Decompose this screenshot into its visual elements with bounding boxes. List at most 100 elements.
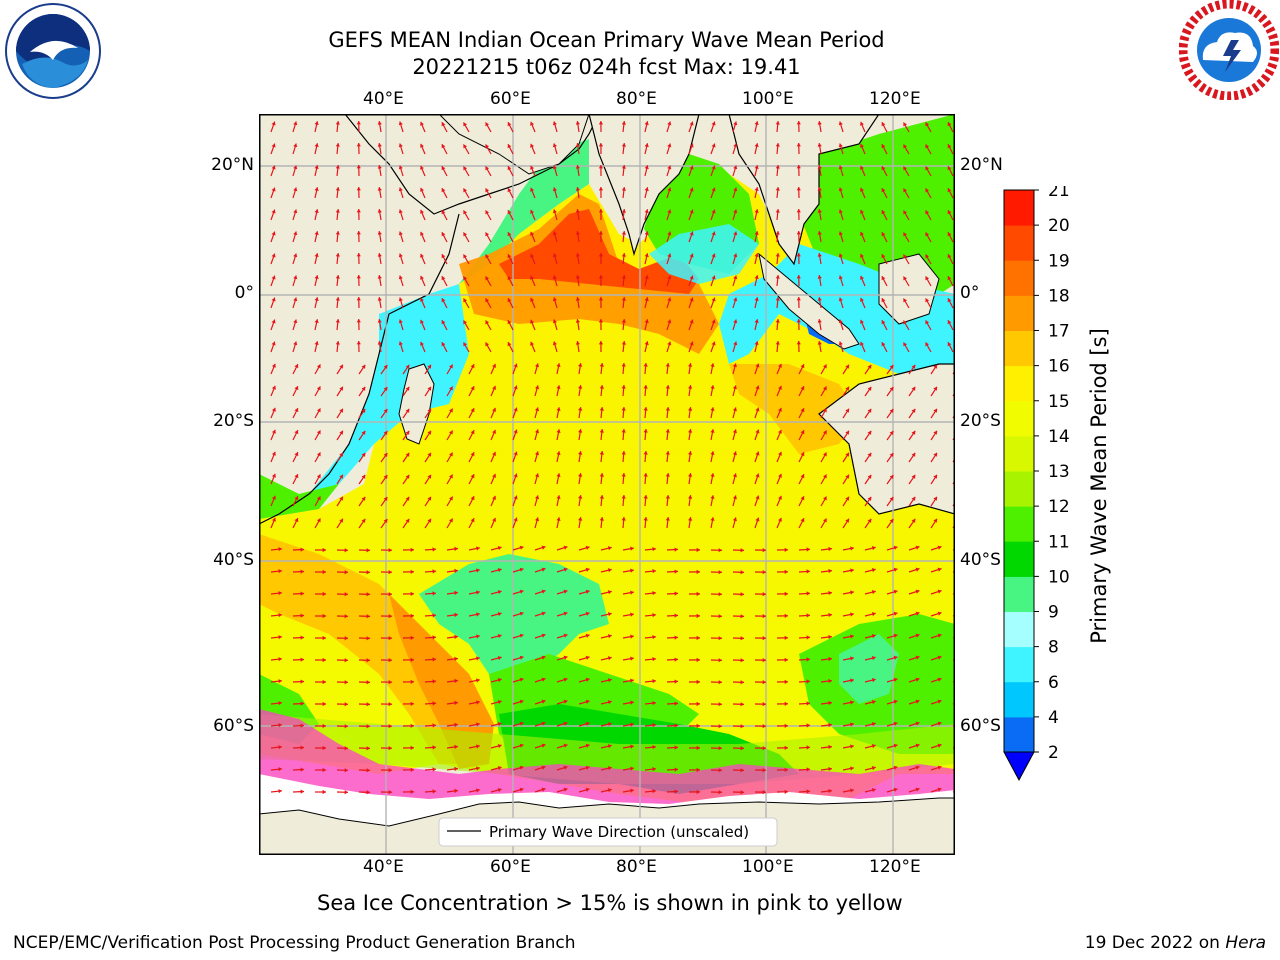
wave-arrowhead-700: [893, 589, 898, 594]
wave-arrowhead-854: [762, 702, 766, 707]
wave-arrowhead-226: [314, 275, 319, 279]
wave-arrowhead-750: [585, 633, 590, 638]
wave-arrowhead-165: [377, 231, 382, 235]
wave-arrowhead-61: [903, 144, 908, 149]
wave-arrowhead-410: [845, 386, 849, 391]
wave-arrowhead-914: [674, 745, 678, 750]
wave-arrowhead-707: [344, 614, 348, 619]
wave-arrowhead-958: [937, 765, 942, 770]
wave-arrowhead-758: [762, 636, 766, 641]
southern-red-swell: [389, 594, 494, 769]
wave-arrowhead-271: [598, 297, 604, 301]
wave-arrowhead-430: [578, 407, 583, 411]
wave-arrowhead-621: [563, 545, 568, 550]
wave-arrowhead-327: [420, 341, 424, 346]
wave-arrowhead-105: [463, 188, 468, 193]
wave-arrowhead-146: [667, 209, 672, 214]
wave-arrowhead-149: [733, 209, 738, 214]
wave-arrowhead-112: [621, 187, 626, 191]
wave-arrowhead-823: [784, 679, 788, 684]
wave-arrowhead-408: [800, 386, 805, 391]
wave-arrowhead-807: [432, 679, 436, 684]
wave-arrowhead-672: [278, 591, 282, 596]
wave-arrowhead-874: [497, 722, 502, 727]
wave-arrowhead-332: [530, 341, 535, 346]
wave-arrowhead-840: [454, 700, 458, 706]
wave-arrowhead-611: [344, 548, 348, 553]
wave-arrowhead-938: [497, 766, 502, 771]
wave-arrowhead-870: [410, 723, 414, 728]
wave-arrowhead-632: [806, 547, 810, 552]
colorbar-label: Primary Wave Mean Period [s]: [1087, 328, 1111, 644]
wave-arrowhead-717: [563, 611, 568, 616]
wave-arrowhead-140: [530, 209, 535, 214]
colorbar-tick-label-3: 8: [1048, 638, 1059, 658]
wave-arrowhead-740: [366, 636, 370, 641]
wave-arrowhead-902: [410, 745, 414, 750]
wave-arrowhead-826: [850, 678, 854, 683]
wave-arrowhead-88: [796, 165, 801, 169]
wave-arrowhead-655: [607, 568, 612, 573]
wave-arrowhead-668: [893, 567, 898, 572]
wave-arrowhead-583: [427, 518, 431, 523]
wave-arrowhead-260: [356, 297, 361, 301]
wave-arrowhead-454: [405, 430, 410, 435]
wave-arrowhead-407: [778, 385, 782, 390]
wave-arrowhead-305: [644, 319, 649, 324]
wave-arrowhead-343: [775, 341, 780, 345]
wave-arrowhead-884: [718, 724, 722, 729]
wave-arrowhead-155: [860, 209, 864, 214]
wave-arrowhead-597: [732, 517, 737, 522]
wave-arrowhead-173: [552, 231, 557, 236]
colorbar-block-7: [1004, 471, 1034, 507]
wave-arrowhead-159: [947, 210, 952, 215]
wave-arrowhead-868: [366, 724, 370, 729]
wave-arrowhead-729: [828, 612, 832, 618]
wave-arrowhead-716: [541, 611, 546, 616]
wave-arrowhead-465: [643, 429, 648, 433]
wave-arrowhead-586: [492, 517, 496, 522]
wave-arrowhead-391: [427, 386, 431, 391]
wave-arrowhead-93: [903, 166, 908, 171]
wave-arrowhead-761: [828, 634, 832, 640]
wave-arrowhead-380: [889, 365, 894, 369]
wave-arrowhead-845: [563, 699, 568, 704]
footer-date: 19 Dec 2022 on: [1084, 933, 1226, 953]
wave-arrowhead-900: [366, 746, 370, 751]
wave-arrowhead-249: [817, 275, 822, 279]
wave-arrowhead-877: [563, 721, 568, 726]
wave-arrowhead-198: [398, 253, 403, 258]
wave-arrowhead-812: [541, 677, 546, 682]
wave-arrowhead-409: [823, 386, 827, 391]
wave-arrowhead-417: [294, 408, 299, 413]
wave-arrowhead-705: [300, 613, 304, 618]
wave-arrowhead-670: [937, 567, 942, 572]
wave-arrowhead-445: [911, 408, 916, 413]
wave-arrowhead-108: [530, 187, 535, 192]
wave-arrowhead-63: [947, 144, 952, 149]
wave-arrowhead-759: [784, 635, 788, 640]
wave-arrowhead-355: [339, 364, 343, 369]
wave-arrowhead-885: [740, 724, 744, 729]
wave-arrowhead-425: [470, 408, 475, 413]
wave-arrowhead-250: [838, 275, 843, 280]
wave-arrowhead-832: [278, 701, 282, 706]
wave-arrowhead-558: [578, 495, 583, 499]
wave-arrowhead-247: [775, 275, 780, 279]
wave-arrowhead-554: [492, 495, 496, 500]
wave-arrowhead-565: [732, 495, 737, 500]
wave-arrowhead-555: [513, 495, 518, 500]
wave-arrowhead-636: [893, 545, 898, 550]
wave-arrowhead-742: [410, 635, 414, 640]
wave-arrowhead-344: [796, 341, 801, 345]
wave-arrowhead-941: [563, 765, 568, 770]
wave-arrowhead-697: [828, 590, 832, 596]
wave-arrowhead-706: [322, 613, 326, 619]
wave-arrowhead-778: [497, 656, 502, 661]
borneo: [878, 253, 940, 325]
wave-arrowhead-82: [667, 165, 672, 170]
wave-arrowhead-976: [630, 788, 634, 793]
wave-arrowhead-751: [607, 634, 612, 639]
wave-arrowhead-330: [485, 342, 490, 347]
wave-arrowhead-361: [470, 364, 475, 369]
